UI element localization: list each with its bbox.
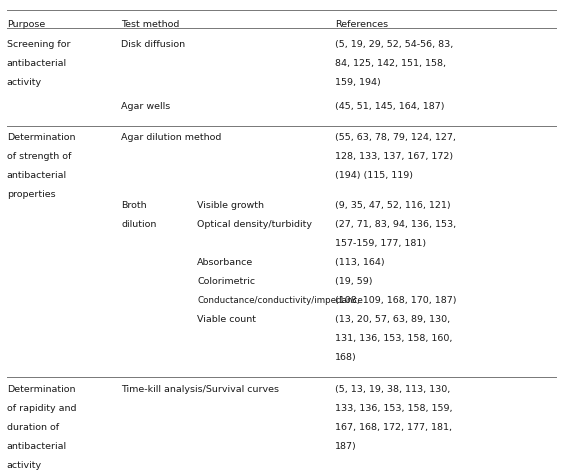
Text: Screening for: Screening for: [7, 40, 70, 49]
Text: Agar dilution method: Agar dilution method: [121, 133, 221, 142]
Text: (19, 59): (19, 59): [335, 277, 373, 286]
Text: Optical density/turbidity: Optical density/turbidity: [197, 220, 312, 229]
Text: (45, 51, 145, 164, 187): (45, 51, 145, 164, 187): [335, 102, 444, 111]
Text: Test method: Test method: [121, 20, 180, 29]
Text: Time-kill analysis/Survival curves: Time-kill analysis/Survival curves: [121, 385, 279, 394]
Text: 168): 168): [335, 353, 357, 362]
Text: of strength of: of strength of: [7, 152, 71, 161]
Text: 84, 125, 142, 151, 158,: 84, 125, 142, 151, 158,: [335, 59, 446, 68]
Text: (13, 20, 57, 63, 89, 130,: (13, 20, 57, 63, 89, 130,: [335, 315, 450, 324]
Text: Agar wells: Agar wells: [121, 102, 170, 111]
Text: 187): 187): [335, 442, 357, 451]
Text: 133, 136, 153, 158, 159,: 133, 136, 153, 158, 159,: [335, 404, 453, 413]
Text: 167, 168, 172, 177, 181,: 167, 168, 172, 177, 181,: [335, 423, 452, 432]
Text: Disk diffusion: Disk diffusion: [121, 40, 185, 49]
Text: Absorbance: Absorbance: [197, 258, 253, 267]
Text: Determination: Determination: [7, 385, 75, 394]
Text: duration of: duration of: [7, 423, 59, 432]
Text: activity: activity: [7, 78, 42, 87]
Text: Purpose: Purpose: [7, 20, 45, 29]
Text: (55, 63, 78, 79, 124, 127,: (55, 63, 78, 79, 124, 127,: [335, 133, 456, 142]
Text: 128, 133, 137, 167, 172): 128, 133, 137, 167, 172): [335, 152, 453, 161]
Text: 131, 136, 153, 158, 160,: 131, 136, 153, 158, 160,: [335, 334, 452, 343]
Text: 157-159, 177, 181): 157-159, 177, 181): [335, 239, 426, 248]
Text: (108, 109, 168, 170, 187): (108, 109, 168, 170, 187): [335, 296, 457, 305]
Text: antibacterial: antibacterial: [7, 171, 67, 180]
Text: Conductance/conductivity/impedance: Conductance/conductivity/impedance: [197, 296, 363, 305]
Text: (5, 13, 19, 38, 113, 130,: (5, 13, 19, 38, 113, 130,: [335, 385, 450, 394]
Text: Colorimetric: Colorimetric: [197, 277, 255, 286]
Text: antibacterial: antibacterial: [7, 442, 67, 451]
Text: of rapidity and: of rapidity and: [7, 404, 76, 413]
Text: activity: activity: [7, 461, 42, 470]
Text: (113, 164): (113, 164): [335, 258, 385, 267]
Text: Determination: Determination: [7, 133, 75, 142]
Text: References: References: [335, 20, 388, 29]
Text: Broth: Broth: [121, 201, 147, 210]
Text: dilution: dilution: [121, 220, 157, 229]
Text: (9, 35, 47, 52, 116, 121): (9, 35, 47, 52, 116, 121): [335, 201, 450, 210]
Text: properties: properties: [7, 190, 55, 199]
Text: antibacterial: antibacterial: [7, 59, 67, 68]
Text: Viable count: Viable count: [197, 315, 256, 324]
Text: 159, 194): 159, 194): [335, 78, 381, 87]
Text: (194) (115, 119): (194) (115, 119): [335, 171, 413, 180]
Text: (27, 71, 83, 94, 136, 153,: (27, 71, 83, 94, 136, 153,: [335, 220, 456, 229]
Text: Visible growth: Visible growth: [197, 201, 264, 210]
Text: (5, 19, 29, 52, 54-56, 83,: (5, 19, 29, 52, 54-56, 83,: [335, 40, 453, 49]
